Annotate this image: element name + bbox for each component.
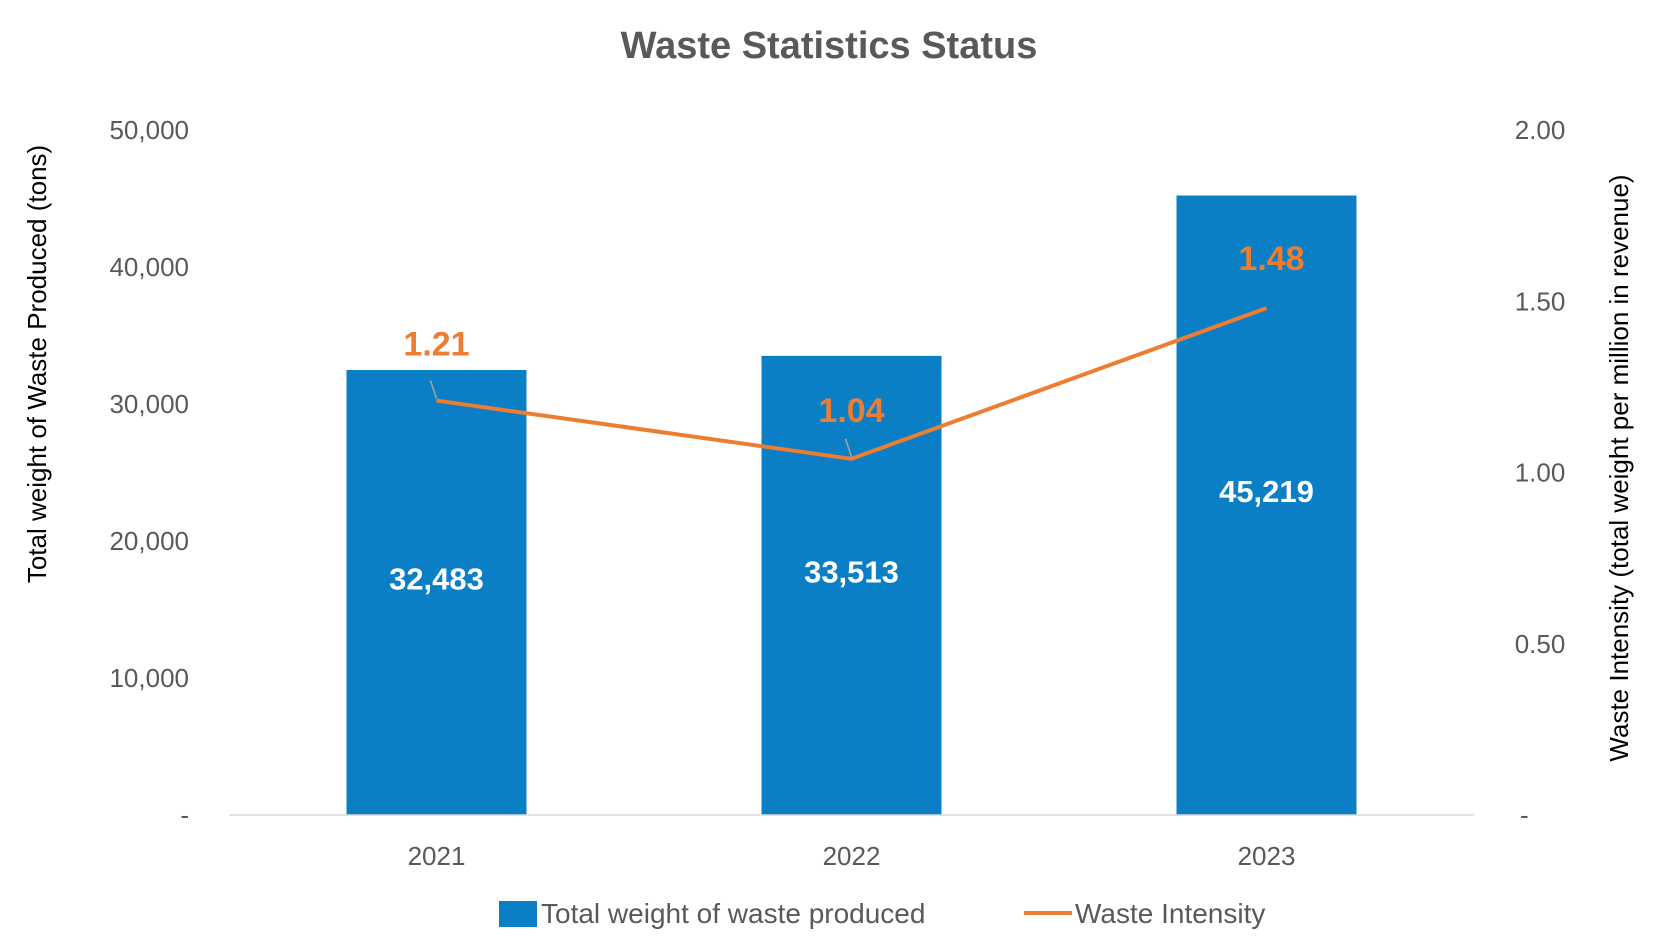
right-axis-title: Waste Intensity (total weight per millio… (1604, 174, 1634, 761)
bar-value-label: 32,483 (389, 561, 484, 596)
left-tick-label: 30,000 (109, 389, 189, 419)
legend-bar-label: Total weight of waste produced (541, 898, 925, 929)
bar (1176, 195, 1357, 815)
left-tick-label: 20,000 (109, 526, 189, 556)
line-value-label: 1.21 (403, 326, 469, 364)
right-tick-label: 1.50 (1515, 286, 1566, 316)
chart-title: Waste Statistics Status (621, 25, 1038, 67)
right-tick-label: - (1520, 800, 1529, 830)
right-tick-label: 2.00 (1515, 115, 1566, 145)
bar-value-label: 33,513 (804, 554, 899, 589)
intensity-line (436, 306, 1268, 461)
left-tick-label: 50,000 (109, 115, 189, 145)
legend: Total weight of waste produced Waste Int… (499, 898, 1265, 929)
right-tick-label: 0.50 (1515, 629, 1566, 659)
legend-bar-swatch (499, 901, 537, 927)
x-tick-label: 2021 (408, 841, 466, 871)
left-tick-label: 40,000 (109, 252, 189, 282)
x-tick-label: 2022 (823, 841, 881, 871)
left-tick-label: 10,000 (109, 663, 189, 693)
x-tick-label: 2023 (1238, 841, 1296, 871)
right-tick-label: 1.00 (1515, 458, 1566, 488)
left-tick-label: - (180, 800, 189, 830)
left-axis-title: Total weight of Waste Produced (tons) (22, 145, 52, 583)
bar-value-label: 45,219 (1219, 474, 1314, 509)
line-value-label: 1.04 (818, 392, 884, 430)
bar (761, 355, 942, 815)
line-label-leader (844, 438, 853, 458)
line-label-leader (429, 380, 438, 399)
line-value-label: 1.48 (1238, 240, 1304, 278)
legend-line-label: Waste Intensity (1075, 898, 1265, 929)
bar (346, 369, 527, 815)
